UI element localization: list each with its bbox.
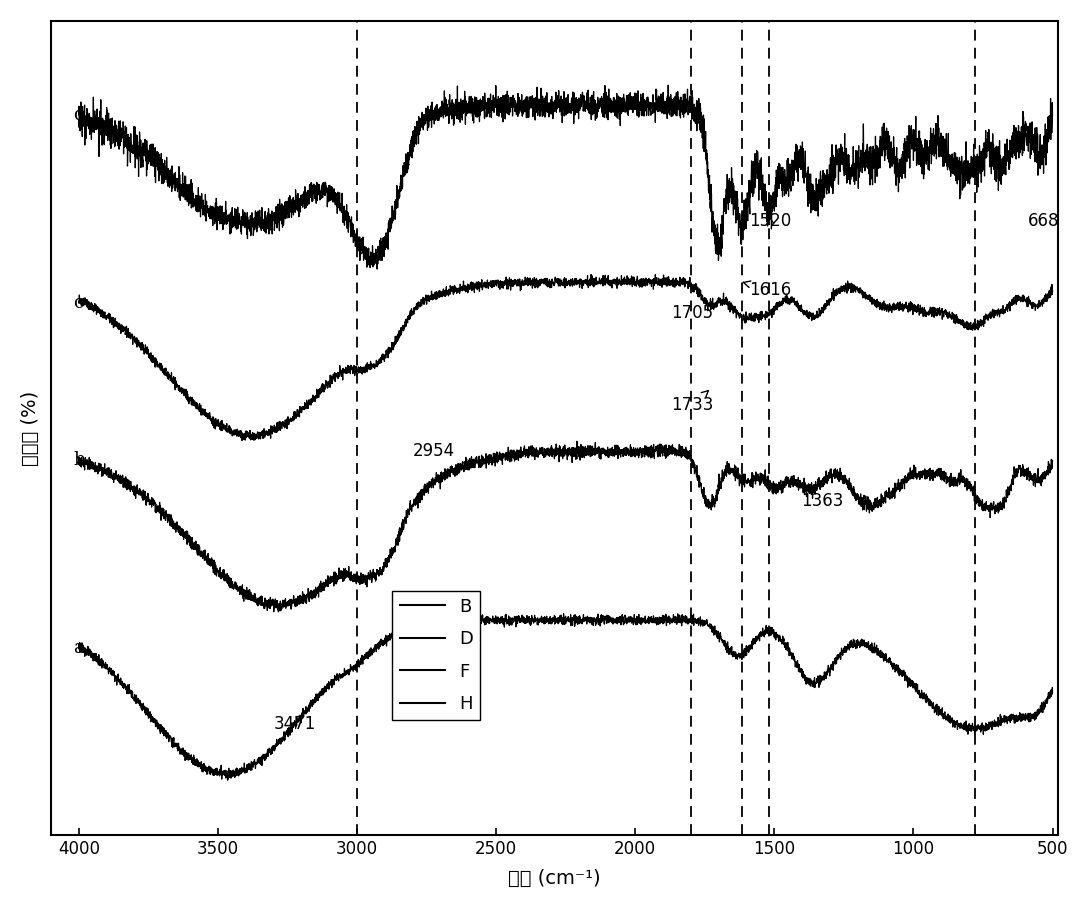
Text: 3471: 3471 bbox=[274, 714, 316, 733]
Text: 1616: 1616 bbox=[743, 281, 791, 299]
Text: a: a bbox=[73, 639, 84, 657]
Text: 668: 668 bbox=[1028, 212, 1059, 230]
Text: c: c bbox=[73, 295, 83, 312]
X-axis label: 波数 (cm⁻¹): 波数 (cm⁻¹) bbox=[508, 869, 601, 888]
Text: 1363: 1363 bbox=[801, 492, 844, 510]
Text: 1705: 1705 bbox=[671, 304, 714, 322]
Text: b: b bbox=[73, 452, 85, 469]
Y-axis label: 透光率 (%): 透光率 (%) bbox=[21, 390, 40, 465]
Text: 1520: 1520 bbox=[749, 212, 791, 230]
Legend: B, D, F, H: B, D, F, H bbox=[392, 591, 481, 720]
Text: d: d bbox=[73, 105, 85, 124]
Text: 1733: 1733 bbox=[671, 391, 714, 414]
Text: 2954: 2954 bbox=[413, 442, 455, 460]
